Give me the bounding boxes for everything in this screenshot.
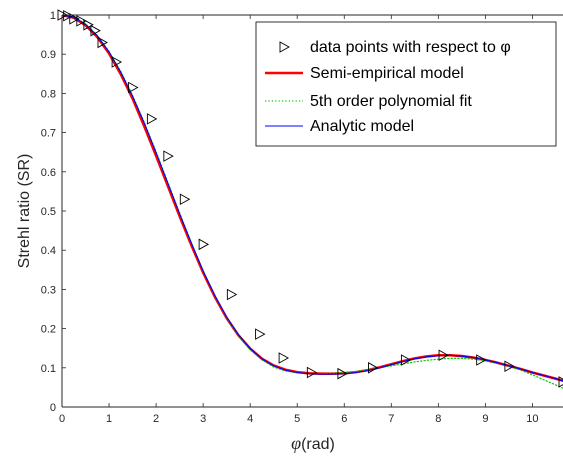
y-tick-label: 0.7 xyxy=(41,128,56,140)
x-tick-label: 3 xyxy=(200,413,206,425)
x-tick-label: 5 xyxy=(294,413,300,425)
data-point-marker xyxy=(97,36,108,49)
x-axis-ticks: 0 1 2 3 4 5 6 7 8 9 10 xyxy=(59,15,539,425)
legend-label: Semi-empirical model xyxy=(310,65,464,82)
x-tick-label: 6 xyxy=(341,413,347,425)
data-point-marker xyxy=(76,15,87,27)
x-tick-label: 2 xyxy=(153,413,159,425)
series-line-3 xyxy=(62,15,563,382)
legend-label: Analytic model xyxy=(310,118,414,135)
x-tick-label: 8 xyxy=(435,413,441,425)
y-tick-label: 0.2 xyxy=(41,324,56,336)
x-tick-label: 4 xyxy=(247,413,253,425)
x-axis-label: φ(rad) xyxy=(291,433,335,453)
legend-marker-sample xyxy=(279,41,290,53)
y-tick-label: 0 xyxy=(50,402,56,414)
data-point-marker xyxy=(255,328,266,340)
data-point-marker xyxy=(226,288,238,301)
x-tick-label: 9 xyxy=(482,413,488,425)
data-point-marker xyxy=(306,366,318,379)
data-point-marker xyxy=(368,362,379,374)
data-point-marker xyxy=(337,367,348,380)
data-point-marker xyxy=(90,24,101,37)
legend-label: data points with respect to φ xyxy=(310,39,511,56)
x-tick-label: 1 xyxy=(106,413,112,425)
y-tick-label: 0.9 xyxy=(41,49,56,61)
data-point-marker xyxy=(63,10,74,22)
y-tick-label: 0.1 xyxy=(41,363,56,375)
y-axis-ticks: 0 0.1 0.2 0.3 0.4 0.5 0.6 0.7 0.8 0.9 1 xyxy=(41,10,66,414)
data-point-marker xyxy=(504,360,515,372)
data-point-marker xyxy=(163,150,174,162)
y-tick-label: 0.8 xyxy=(41,88,56,100)
legend-label: 5th order polynomial fit xyxy=(310,93,472,110)
data-point-marker xyxy=(111,56,123,68)
data-point-marker xyxy=(438,349,449,362)
y-axis-label: Strehl ratio (SR) xyxy=(16,154,33,269)
data-point-marker xyxy=(278,352,290,364)
data-point-marker xyxy=(400,354,412,366)
y-tick-label: 0.3 xyxy=(41,284,56,296)
series-markers xyxy=(57,9,563,388)
x-tick-label: 0 xyxy=(59,413,65,425)
y-tick-label: 1 xyxy=(50,10,56,22)
data-point-marker xyxy=(558,376,563,388)
legend: data points with respect to φ Semi-empiri… xyxy=(255,21,557,147)
legend-box xyxy=(255,21,557,147)
data-point-marker xyxy=(69,13,80,25)
x-tick-label: 7 xyxy=(388,413,394,425)
data-point-marker xyxy=(198,238,210,251)
legend-entries: data points with respect to φ Semi-empiri… xyxy=(265,39,511,135)
data-point-marker xyxy=(179,193,191,206)
x-axis-label-symbol: φ xyxy=(291,433,301,453)
y-tick-label: 0.6 xyxy=(41,167,56,179)
x-tick-label: 10 xyxy=(526,413,538,425)
data-point-marker xyxy=(83,19,94,31)
data-point-marker xyxy=(128,81,139,94)
y-tick-label: 0.5 xyxy=(41,206,56,218)
data-point-marker xyxy=(146,113,158,125)
y-tick-label: 0.4 xyxy=(41,245,56,257)
data-point-marker xyxy=(476,354,487,366)
x-axis-label-unit: (rad) xyxy=(301,436,335,453)
